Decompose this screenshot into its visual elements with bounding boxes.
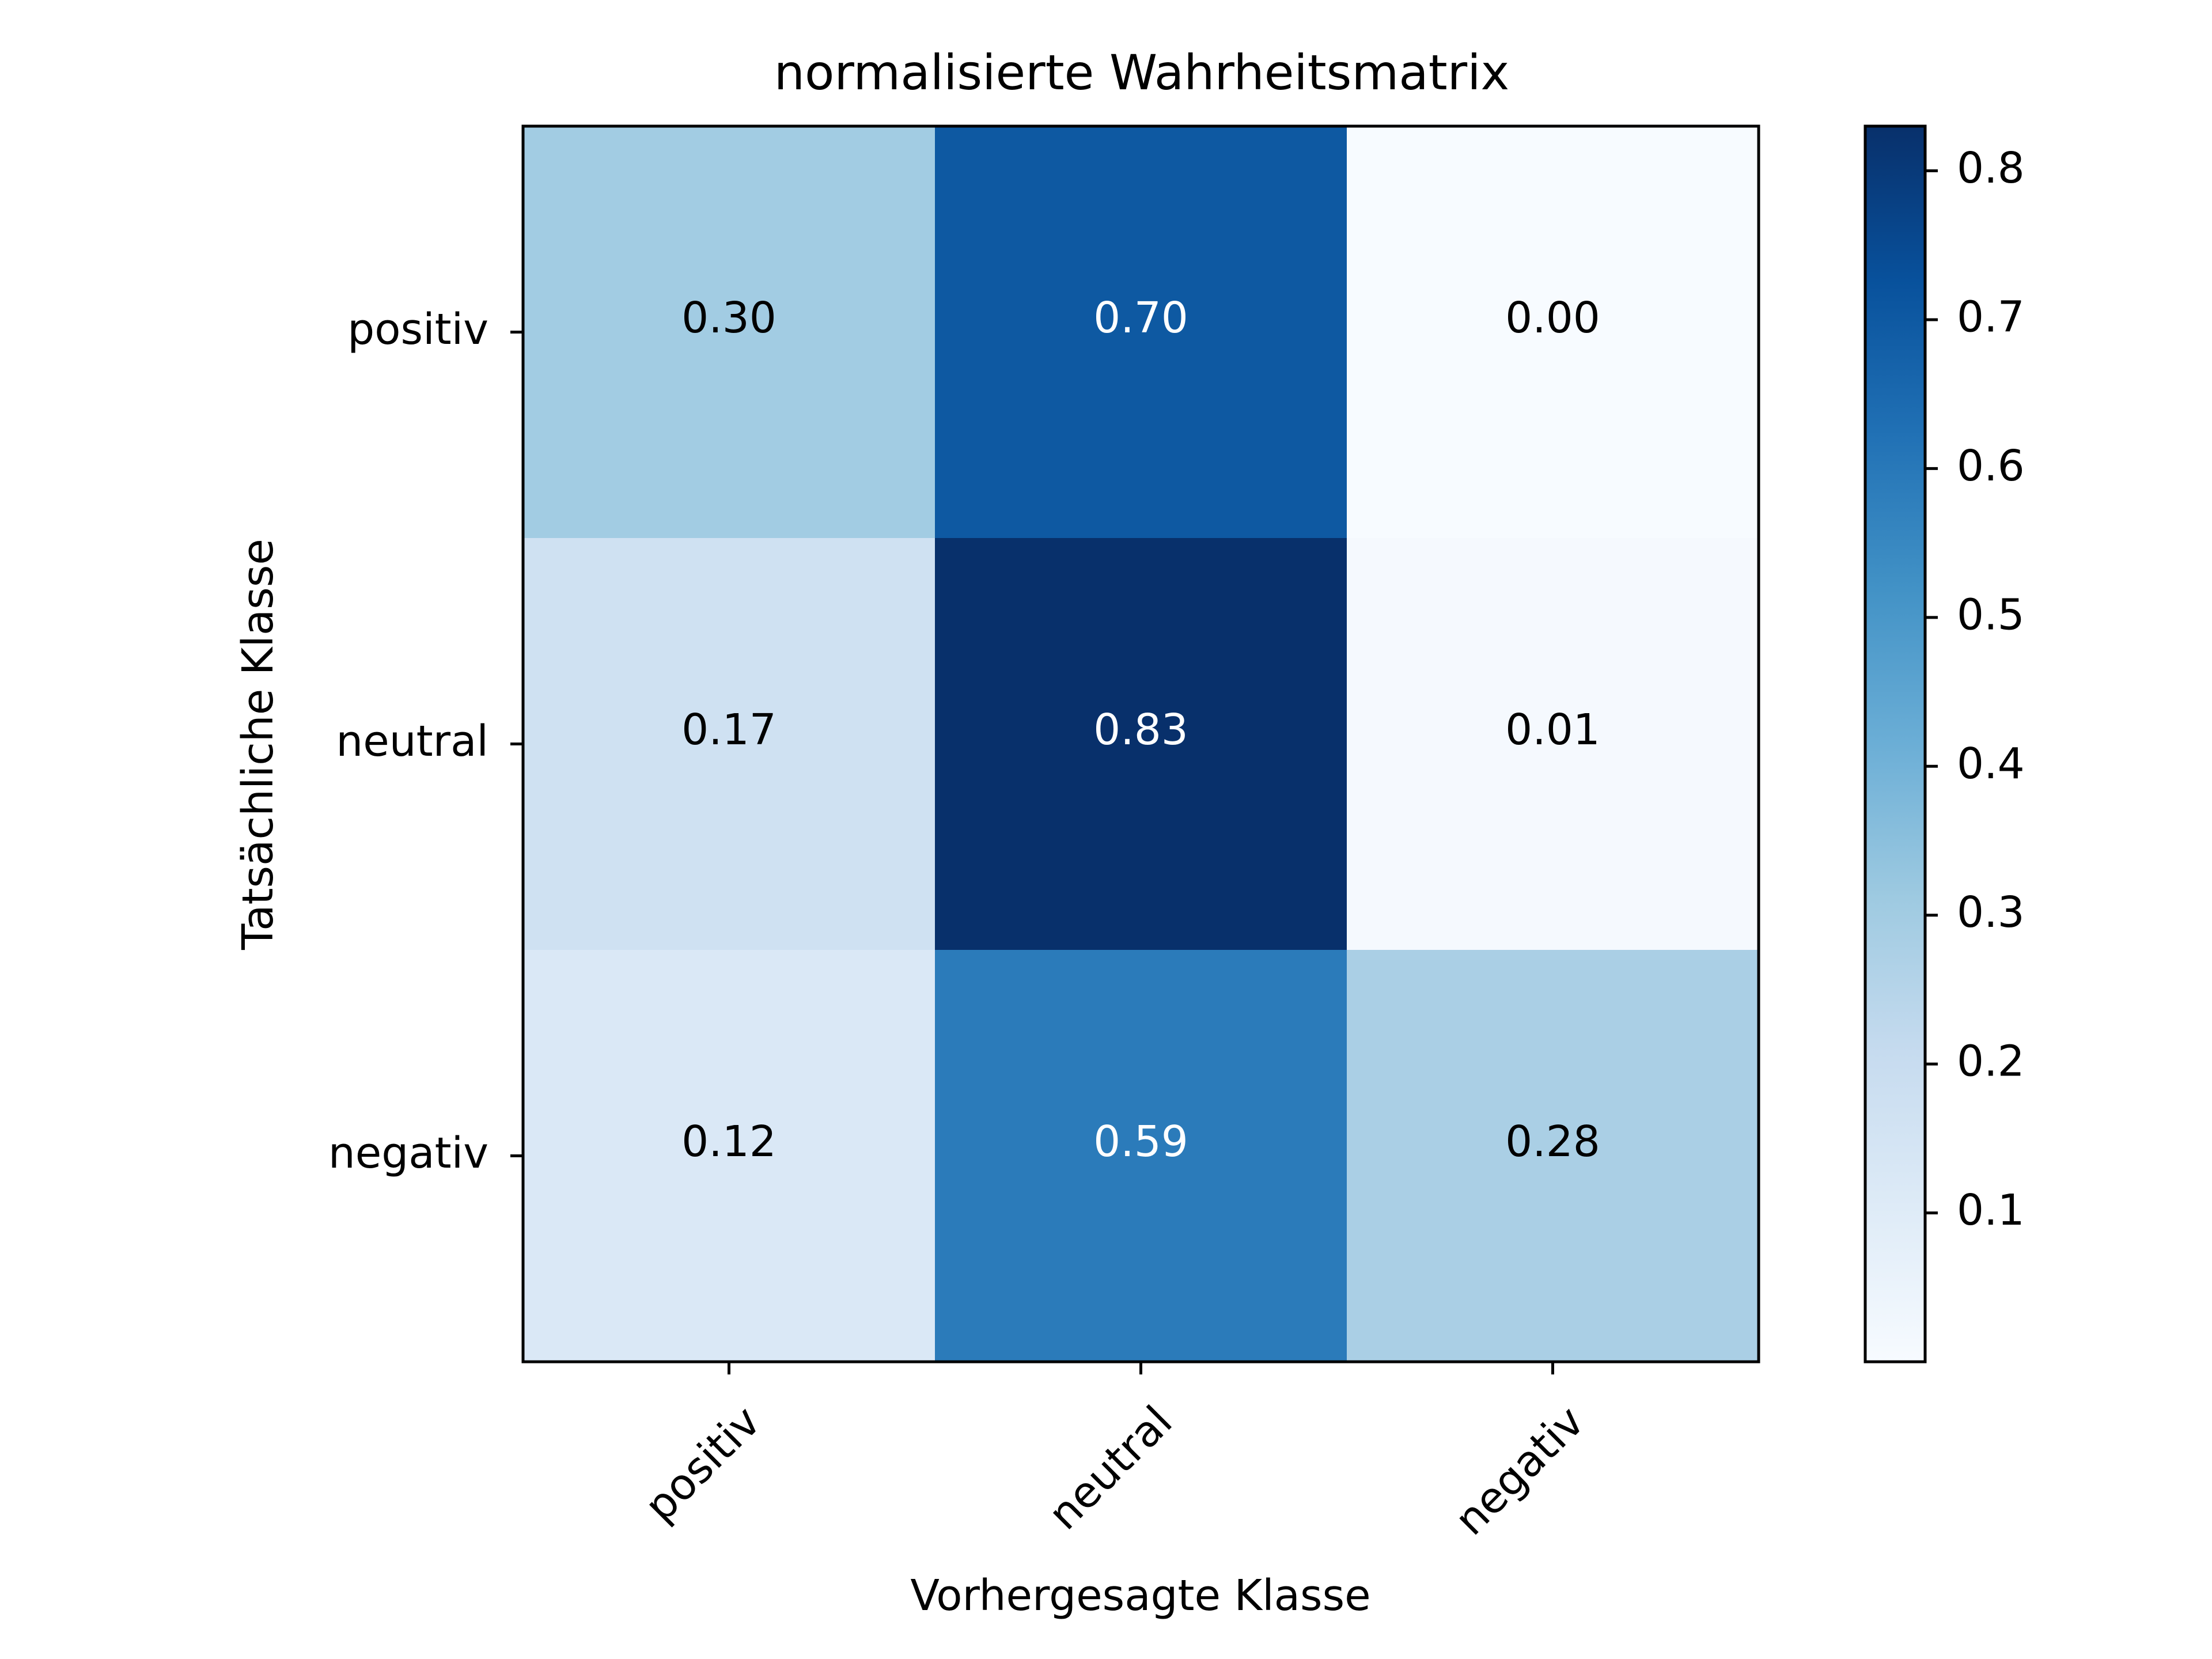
cell-label-0-2: 0.00	[1505, 293, 1600, 343]
cell-label-2-1: 0.59	[1093, 1117, 1188, 1166]
cell-label-2-0: 0.12	[681, 1117, 777, 1166]
colorbar-tick-label-1: 0.2	[1957, 1037, 2025, 1086]
heatmap-cell-2-1	[935, 950, 1347, 1362]
cell-label-0-1: 0.70	[1093, 293, 1188, 343]
cell-label-1-0: 0.17	[681, 705, 777, 755]
colorbar-tick-label-7: 0.8	[1957, 143, 2025, 193]
y-tick-label-1: neutral	[336, 717, 488, 766]
x-tick-label-1: neutral	[1039, 1396, 1182, 1539]
colorbar-gradient	[1863, 124, 1927, 1363]
x-axis: positiv neutral negativ	[635, 1362, 1594, 1545]
colorbar-tick-label-0: 0.1	[1957, 1185, 2025, 1235]
cell-value-labels: 0.30 0.70 0.00 0.17 0.83 0.01 0.12 0.59 0.28	[681, 293, 1600, 1166]
heatmap-cell-2-0	[523, 950, 935, 1362]
y-axis-label: Tatsächliche Klasse	[233, 539, 283, 950]
chart-title: normalisierte Wahrheitsmatrix	[774, 44, 1510, 101]
heatmap-cell-0-0	[523, 126, 935, 539]
x-tick-label-0: positiv	[635, 1396, 770, 1531]
heatmap-cell-1-2	[1347, 538, 1759, 950]
colorbar-tick-label-5: 0.6	[1957, 441, 2025, 491]
cell-label-1-2: 0.01	[1505, 705, 1600, 755]
y-tick-label-0: positiv	[347, 305, 488, 354]
cell-label-1-1: 0.83	[1093, 705, 1188, 755]
heatmap-cell-1-0	[523, 538, 935, 950]
heatmap-cell-0-1	[935, 126, 1347, 539]
cell-label-0-0: 0.30	[681, 293, 777, 343]
heatmap-cell-2-2	[1347, 950, 1759, 1362]
x-axis-label: Vorhergesagte Klasse	[910, 1571, 1370, 1620]
heatmap-cell-1-1	[935, 538, 1347, 950]
x-tick-label-2: negativ	[1445, 1396, 1593, 1544]
colorbar-tick-label-4: 0.5	[1957, 590, 2025, 639]
heatmap-cells	[523, 126, 1759, 1362]
colorbar-tick-label-2: 0.3	[1957, 888, 2025, 937]
heatmap-cell-0-2	[1347, 126, 1759, 539]
y-axis: positiv neutral negativ	[328, 305, 523, 1178]
colorbar-tick-label-3: 0.4	[1957, 739, 2025, 789]
colorbar-tick-label-6: 0.7	[1957, 292, 2025, 342]
colorbar: 0.1 0.2 0.3 0.4 0.5 0.6 0.7 0.8	[1863, 124, 2025, 1363]
y-tick-label-2: negativ	[328, 1128, 488, 1178]
cell-label-2-2: 0.28	[1505, 1117, 1600, 1166]
